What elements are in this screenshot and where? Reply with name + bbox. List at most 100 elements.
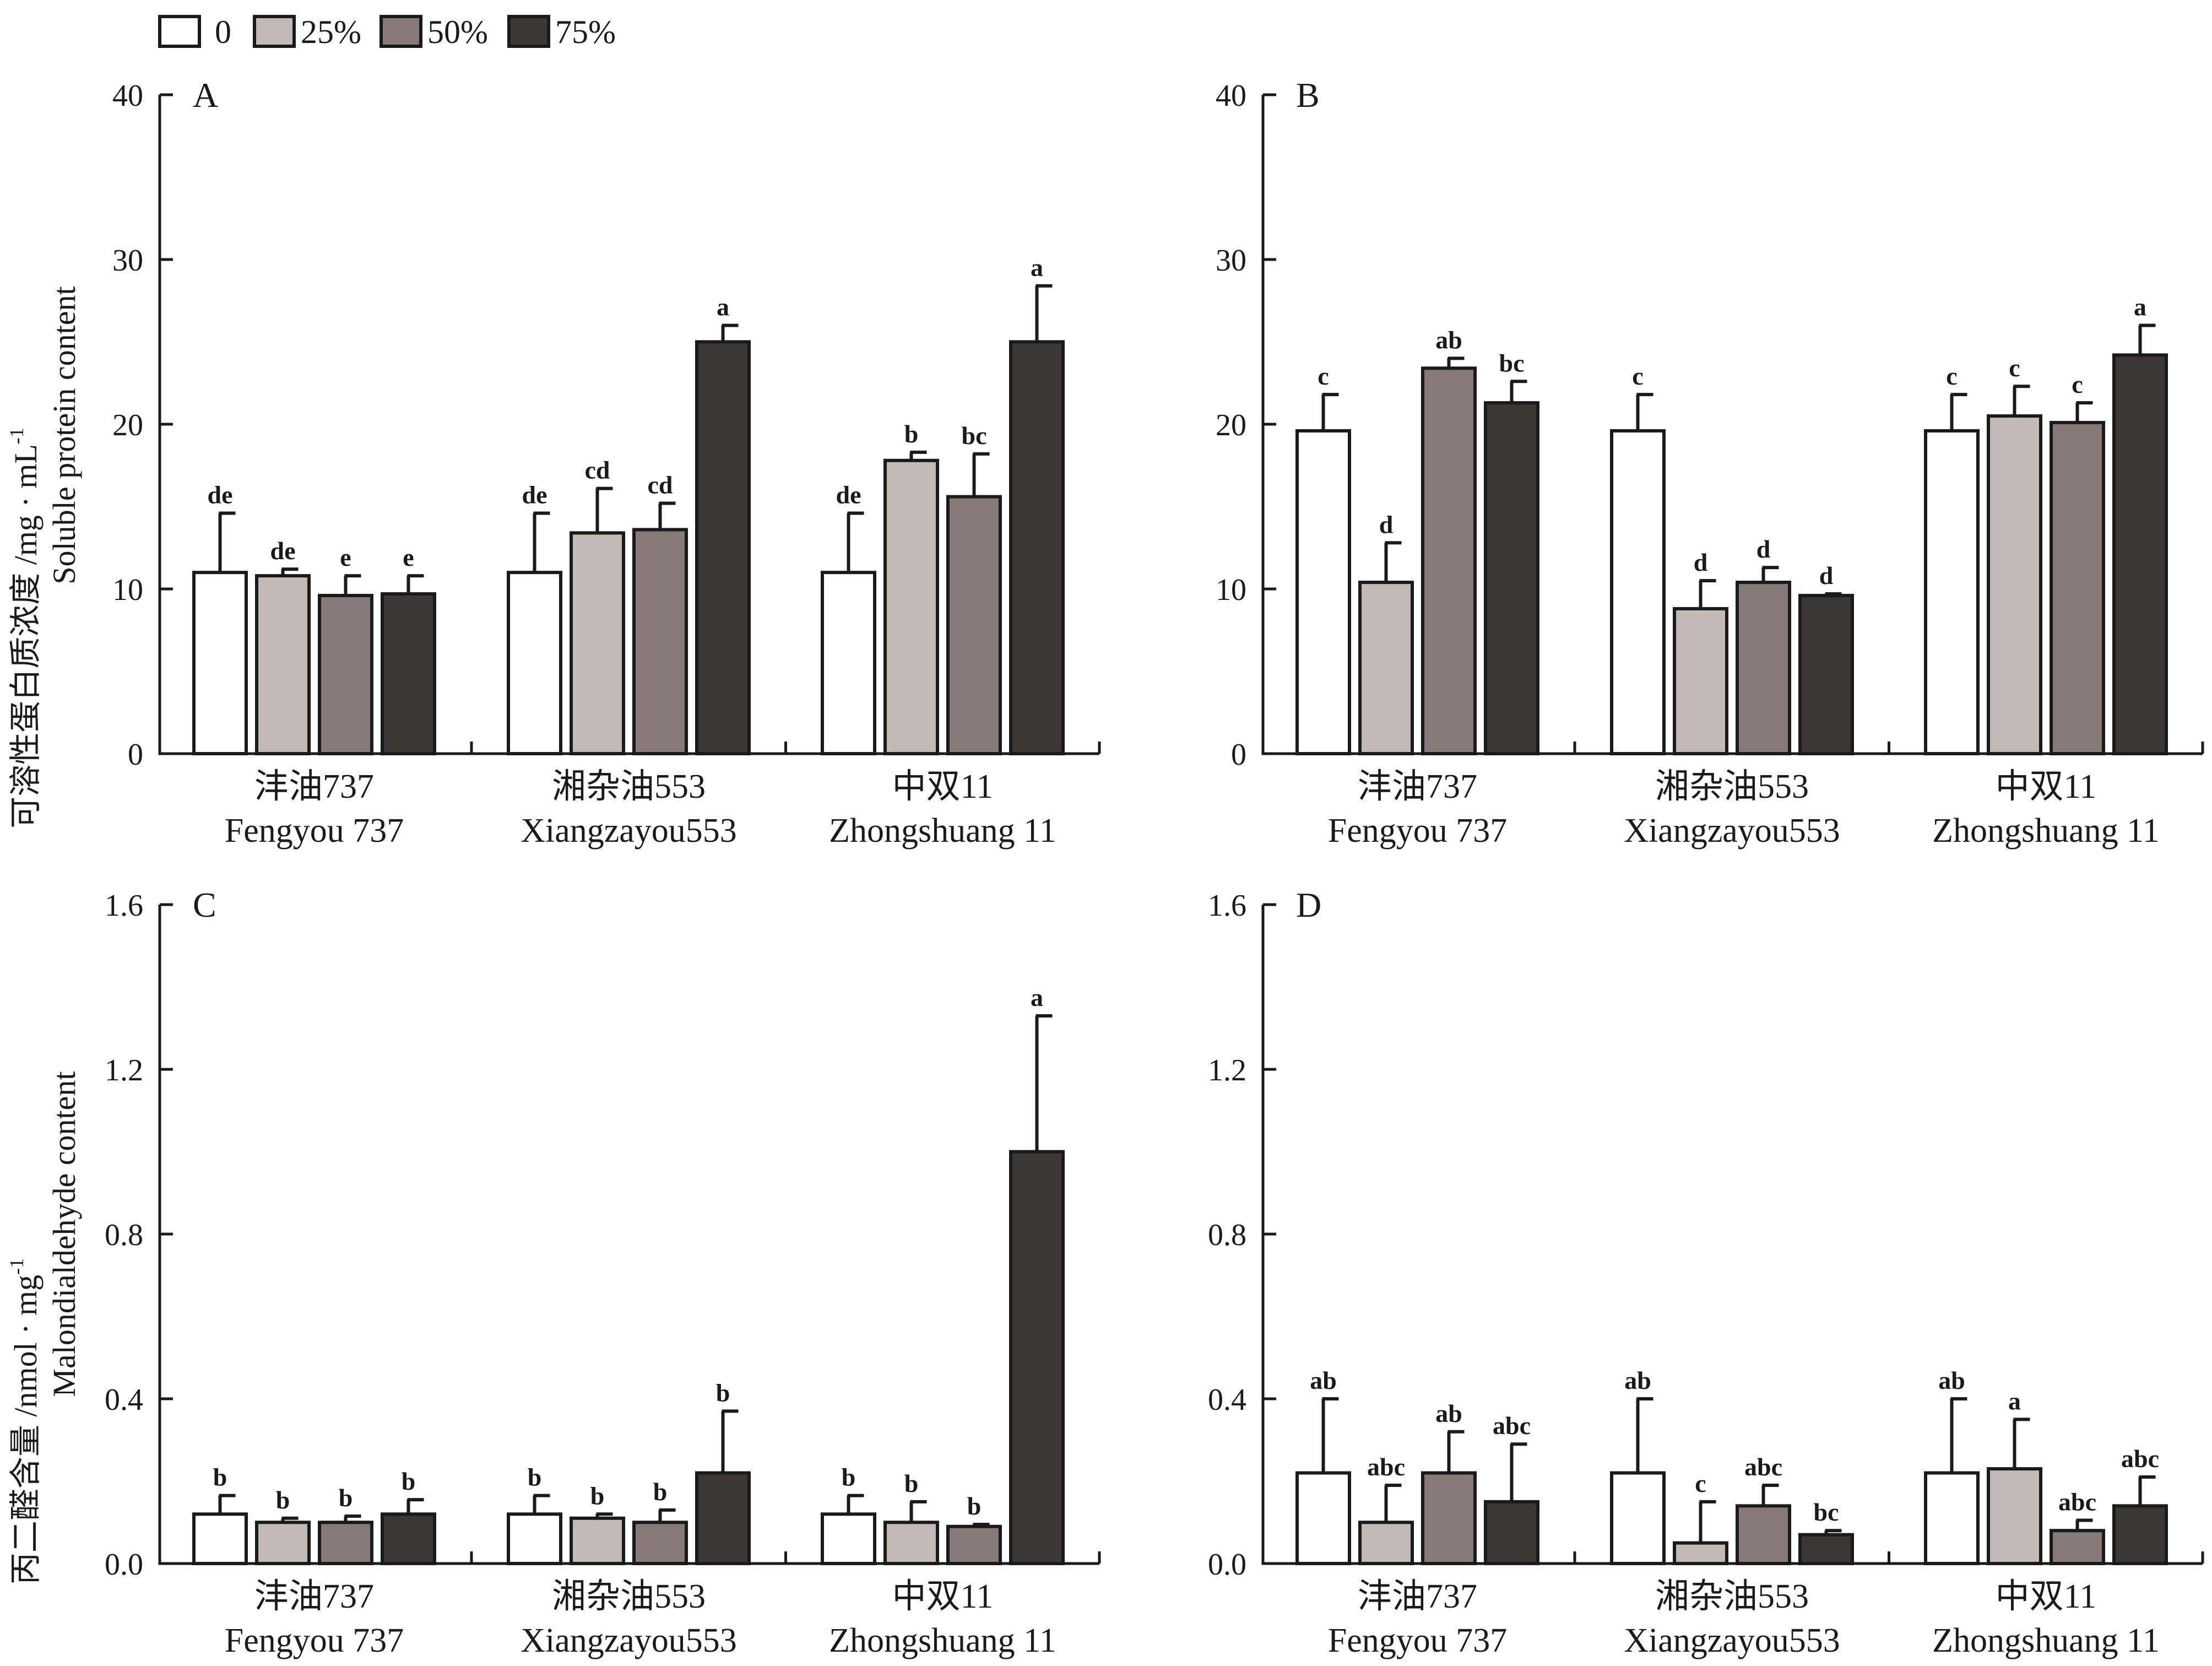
bar-C-2-3 xyxy=(1009,1150,1065,1565)
y-tick-label-A-1: 10 xyxy=(112,573,143,607)
error-bar-B-2-2 xyxy=(2075,401,2093,423)
error-bar-D-1-3 xyxy=(1824,1529,1842,1535)
bar-D-1-1 xyxy=(1673,1541,1728,1565)
bar-D-0-0 xyxy=(1295,1471,1351,1566)
sig-label-A-1-3: a xyxy=(717,293,729,321)
error-bar-A-0-0 xyxy=(218,511,236,573)
panel-letter-A: A xyxy=(193,75,218,115)
bar-A-1-3 xyxy=(695,340,751,755)
error-bar-B-2-3 xyxy=(2138,323,2156,355)
sig-label-C-1-3: b xyxy=(716,1378,730,1407)
y-tick-label-C-2: 0.8 xyxy=(105,1218,143,1252)
y-axis-title-mda-cn: 丙二醛含量 /nmol · mg-1 xyxy=(6,1258,44,1584)
sig-label-A-0-3: e xyxy=(403,543,414,571)
legend-swatch-3 xyxy=(507,15,550,48)
y-axis-title-mda-sup: -1 xyxy=(6,1258,28,1275)
y-tick-label-A-3: 30 xyxy=(112,244,143,278)
error-bar-C-1-0 xyxy=(533,1494,550,1514)
sig-label-B-1-1: d xyxy=(1694,548,1708,576)
bar-B-1-0 xyxy=(1610,429,1666,755)
y-axis-title-protein-sup: -1 xyxy=(6,428,28,444)
y-tick-label-B-0: 0 xyxy=(1231,738,1246,772)
x-tick-label-en-A-0: Fengyou 737 xyxy=(225,812,404,850)
bar-A-2-3 xyxy=(1009,340,1065,755)
error-bar-D-1-1 xyxy=(1699,1500,1716,1543)
error-bar-B-1-2 xyxy=(1761,566,1779,583)
sig-label-C-0-1: b xyxy=(276,1486,290,1514)
y-axis-title-protein-en: Soluble protein content xyxy=(46,286,82,584)
bar-C-2-2 xyxy=(946,1524,1002,1566)
bar-A-1-1 xyxy=(570,531,625,756)
error-bar-B-1-1 xyxy=(1699,579,1716,609)
sig-label-A-2-0: de xyxy=(836,480,861,509)
x-tick-label-cn-C-2: 中双11 xyxy=(892,1578,994,1615)
x-tick-label-cn-B-0: 沣油737 xyxy=(1358,768,1477,805)
bar-A-0-1 xyxy=(255,574,311,755)
sig-label-B-2-0: c xyxy=(1946,362,1957,390)
error-bar-D-0-3 xyxy=(1510,1442,1527,1502)
error-bar-A-2-0 xyxy=(847,511,864,573)
sig-label-D-1-3: bc xyxy=(1814,1498,1839,1526)
bar-B-0-0 xyxy=(1295,429,1351,755)
x-tick-label-cn-B-1: 湘杂油553 xyxy=(1655,768,1809,805)
sig-label-D-0-3: abc xyxy=(1493,1411,1531,1440)
sig-label-A-2-3: a xyxy=(1031,253,1043,282)
x-tick-label-en-D-1: Xiangzayou553 xyxy=(1624,1622,1840,1659)
y-tick-label-B-3: 30 xyxy=(1216,244,1246,278)
bar-B-1-3 xyxy=(1798,593,1854,755)
sig-label-B-0-1: d xyxy=(1379,510,1394,538)
error-bar-A-1-2 xyxy=(658,501,676,530)
sig-label-B-0-3: bc xyxy=(1499,349,1525,377)
bar-D-1-0 xyxy=(1610,1471,1666,1566)
y-axis-title-mda-en: Malondialdehyde content xyxy=(46,1071,82,1397)
panels: 0 10 20 30 40 A 沣油737 Fengyou 737 湘杂油553 Xiangzay… xyxy=(105,75,2204,1659)
error-bar-A-0-1 xyxy=(281,567,299,576)
legend-label-2: 50% xyxy=(427,14,488,50)
sig-label-B-0-0: c xyxy=(1318,362,1329,390)
bar-D-1-2 xyxy=(1736,1504,1791,1566)
sig-label-C-2-0: b xyxy=(842,1463,856,1491)
bar-B-2-1 xyxy=(1987,414,2042,755)
y-tick-label-C-3: 1.2 xyxy=(105,1053,143,1088)
sig-label-A-1-2: cd xyxy=(648,471,673,499)
sig-label-D-1-0: ab xyxy=(1624,1366,1651,1394)
bar-D-0-2 xyxy=(1421,1471,1477,1566)
sig-label-D-0-0: ab xyxy=(1310,1366,1337,1394)
error-bar-B-1-0 xyxy=(1636,393,1653,431)
sig-label-D-0-2: ab xyxy=(1435,1399,1462,1427)
bar-D-2-3 xyxy=(2112,1504,2168,1566)
error-bar-B-2-0 xyxy=(1950,393,1967,431)
panel-letter-D: D xyxy=(1296,885,1321,924)
error-bar-B-0-3 xyxy=(1510,380,1527,403)
bar-B-0-1 xyxy=(1358,581,1414,756)
error-bar-D-2-3 xyxy=(2138,1475,2156,1506)
y-tick-label-A-2: 20 xyxy=(112,408,143,442)
sig-label-C-0-3: b xyxy=(402,1467,416,1495)
error-bar-B-0-2 xyxy=(1447,356,1465,369)
bar-C-0-1 xyxy=(255,1521,311,1565)
y-tick-label-A-4: 40 xyxy=(112,79,143,113)
panel-letter-C: C xyxy=(193,885,216,924)
sig-label-D-2-2: abc xyxy=(2058,1488,2096,1516)
sig-label-C-0-0: b xyxy=(213,1463,227,1491)
sig-label-B-1-2: d xyxy=(1756,535,1771,563)
bar-A-0-3 xyxy=(381,592,436,755)
error-bar-B-0-1 xyxy=(1384,541,1402,583)
legend-swatch-1 xyxy=(253,15,296,48)
y-tick-label-D-2: 0.8 xyxy=(1208,1218,1246,1252)
bar-D-0-1 xyxy=(1358,1521,1414,1565)
sig-label-B-1-3: d xyxy=(1819,561,1834,589)
sig-label-B-0-2: ab xyxy=(1435,326,1462,354)
error-bar-C-2-1 xyxy=(909,1500,927,1523)
legend-label-1: 25% xyxy=(301,14,361,50)
error-bar-C-0-3 xyxy=(406,1498,424,1514)
error-bar-C-0-1 xyxy=(281,1516,299,1523)
error-bar-A-1-0 xyxy=(533,511,550,573)
x-tick-label-cn-D-2: 中双11 xyxy=(1996,1578,2097,1615)
error-bar-D-1-0 xyxy=(1636,1397,1653,1473)
panel-B: 0 10 20 30 40 B 沣油737 Fengyou 737 湘杂油553 Xiangzay… xyxy=(1216,75,2204,850)
sig-label-A-0-0: de xyxy=(208,480,233,509)
legend-label-0: 0 xyxy=(215,14,231,50)
error-bar-D-1-2 xyxy=(1761,1483,1779,1506)
sig-label-C-1-1: b xyxy=(590,1481,605,1510)
